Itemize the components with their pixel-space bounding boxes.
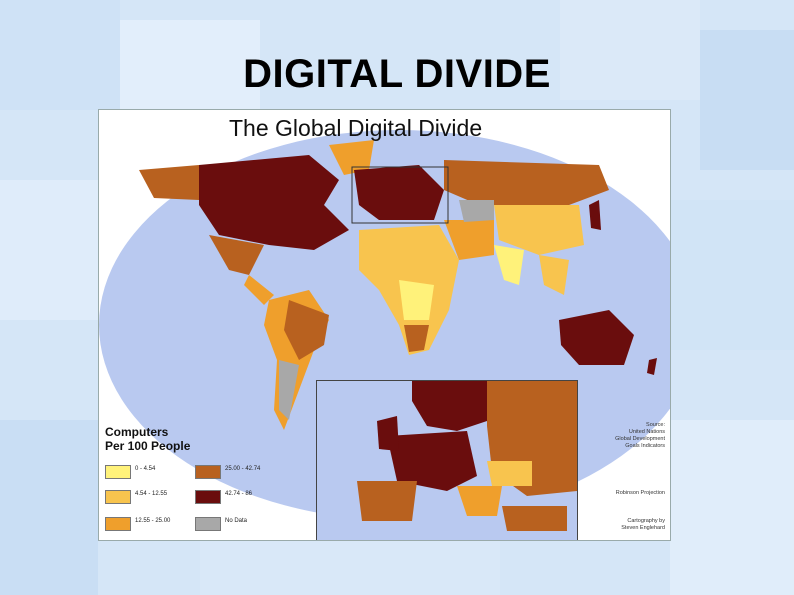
legend-swatch bbox=[105, 490, 131, 504]
europe-region bbox=[354, 165, 444, 220]
legend-label: 42.74 - 86 bbox=[225, 491, 253, 497]
new-zealand-region bbox=[647, 358, 657, 375]
legend-item: No Data bbox=[195, 517, 295, 531]
india-region bbox=[494, 245, 524, 285]
russia-region bbox=[444, 160, 609, 205]
legend-label: 12.55 - 25.00 bbox=[135, 518, 171, 524]
middle-east-region bbox=[444, 220, 494, 260]
south-africa-region bbox=[404, 325, 429, 352]
ukraine-region bbox=[487, 461, 532, 486]
legend-label: 0 - 4.54 bbox=[135, 466, 156, 472]
central-asia-region bbox=[459, 200, 494, 222]
argentina-region bbox=[279, 360, 299, 420]
projection-credit: Robinson Projection bbox=[615, 490, 665, 496]
map-title: The Global Digital Divide bbox=[229, 115, 483, 141]
slide-title: DIGITAL DIVIDE bbox=[243, 52, 551, 96]
balkans-region bbox=[457, 486, 502, 516]
legend-swatch bbox=[195, 465, 221, 479]
europe-inset-outline bbox=[351, 166, 449, 224]
japan-region bbox=[589, 200, 601, 230]
europe-inset bbox=[316, 380, 578, 540]
china-region bbox=[494, 205, 584, 255]
legend-item: 0 - 4.54 bbox=[105, 465, 195, 479]
europe-inset-graphic bbox=[357, 381, 577, 531]
source-credit: Source: United Nations Global Developmen… bbox=[615, 422, 665, 449]
cartography-credit: Cartography by Steven Englehard bbox=[621, 518, 665, 531]
australia-region bbox=[559, 310, 634, 365]
world-map: The Global Digital Divide Computers Per … bbox=[98, 109, 671, 541]
iberia-region bbox=[357, 481, 417, 521]
legend-item: 12.55 - 25.00 bbox=[105, 517, 195, 531]
brazil-region bbox=[284, 300, 329, 360]
legend-item: 4.54 - 12.55 bbox=[105, 490, 195, 504]
legend-label: No Data bbox=[225, 518, 248, 524]
central-america-region bbox=[244, 275, 274, 305]
legend-title: Computers Per 100 People bbox=[105, 425, 191, 453]
north-america-region bbox=[199, 155, 349, 250]
greenland-region bbox=[329, 140, 374, 175]
central-africa-region bbox=[399, 280, 434, 320]
western-europe-region bbox=[387, 431, 477, 491]
mexico-region bbox=[209, 235, 264, 275]
legend-swatch bbox=[195, 490, 221, 504]
scandinavia-region bbox=[412, 381, 492, 431]
uk-region bbox=[377, 416, 399, 451]
legend-label: 4.54 - 12.55 bbox=[135, 491, 168, 497]
turkey-region bbox=[502, 506, 567, 531]
legend-swatch bbox=[105, 465, 131, 479]
legend-swatch bbox=[195, 517, 221, 531]
legend-swatch bbox=[105, 517, 131, 531]
legend-label: 25.00 - 42.74 bbox=[225, 466, 261, 472]
legend-item: 42.74 - 86 bbox=[195, 490, 295, 504]
legend-item: 25.00 - 42.74 bbox=[195, 465, 295, 479]
alaska-region bbox=[139, 165, 199, 200]
southeast-asia-region bbox=[539, 255, 569, 295]
